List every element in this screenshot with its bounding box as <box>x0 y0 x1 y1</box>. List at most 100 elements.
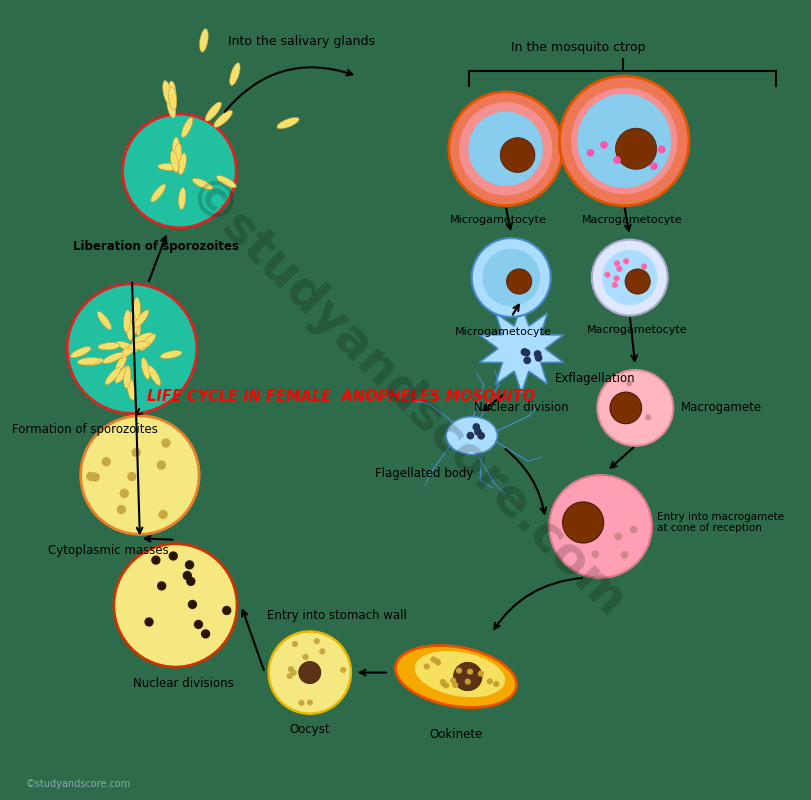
Ellipse shape <box>200 29 208 52</box>
Ellipse shape <box>151 184 165 202</box>
Circle shape <box>469 112 543 186</box>
Circle shape <box>67 284 197 414</box>
Circle shape <box>440 679 445 684</box>
Ellipse shape <box>127 312 135 334</box>
Circle shape <box>91 473 99 481</box>
Circle shape <box>627 381 632 386</box>
Ellipse shape <box>415 651 504 697</box>
Ellipse shape <box>396 646 517 707</box>
Text: LIFE CYCLE IN FEMALE  ANOPHELES MOSQUITO: LIFE CYCLE IN FEMALE ANOPHELES MOSQUITO <box>148 389 535 403</box>
Circle shape <box>621 552 628 558</box>
Text: Macrogametocyte: Macrogametocyte <box>581 215 682 225</box>
Ellipse shape <box>97 311 112 330</box>
Circle shape <box>128 473 135 481</box>
Circle shape <box>102 458 110 466</box>
Circle shape <box>487 679 492 684</box>
Circle shape <box>571 88 677 194</box>
Circle shape <box>320 649 324 654</box>
Circle shape <box>467 433 474 438</box>
Text: Nuclear division: Nuclear division <box>474 401 569 414</box>
Text: Exflagellation: Exflagellation <box>555 372 635 386</box>
Ellipse shape <box>446 417 497 454</box>
Circle shape <box>598 370 673 446</box>
Ellipse shape <box>115 354 127 374</box>
Ellipse shape <box>123 366 131 389</box>
Circle shape <box>615 261 620 266</box>
Text: Liberation of sporozoites: Liberation of sporozoites <box>73 240 238 253</box>
Ellipse shape <box>173 137 179 159</box>
Circle shape <box>157 461 165 469</box>
Circle shape <box>223 606 230 614</box>
Circle shape <box>195 621 203 628</box>
Circle shape <box>187 578 195 586</box>
Circle shape <box>659 146 665 153</box>
Ellipse shape <box>128 342 150 350</box>
Circle shape <box>448 92 563 206</box>
Circle shape <box>289 667 294 671</box>
Circle shape <box>478 671 483 676</box>
Ellipse shape <box>141 358 150 379</box>
Circle shape <box>114 544 237 667</box>
Circle shape <box>145 618 153 626</box>
Circle shape <box>473 424 479 430</box>
Circle shape <box>152 556 160 564</box>
Circle shape <box>118 506 126 514</box>
Circle shape <box>436 660 440 665</box>
Circle shape <box>472 238 551 317</box>
Circle shape <box>424 664 429 669</box>
Circle shape <box>293 642 298 646</box>
Text: Microgametocyte: Microgametocyte <box>449 215 547 225</box>
Circle shape <box>120 490 128 498</box>
Circle shape <box>535 354 542 361</box>
Circle shape <box>483 249 539 306</box>
Ellipse shape <box>132 314 140 335</box>
Ellipse shape <box>167 94 176 118</box>
Circle shape <box>186 561 194 569</box>
Ellipse shape <box>134 310 148 328</box>
Circle shape <box>615 534 621 540</box>
Circle shape <box>630 526 637 533</box>
Ellipse shape <box>158 163 180 170</box>
Ellipse shape <box>82 358 104 366</box>
Ellipse shape <box>205 102 221 121</box>
Text: ©studyandscore.com: ©studyandscore.com <box>25 778 131 789</box>
Ellipse shape <box>71 346 91 358</box>
Circle shape <box>614 276 619 281</box>
Circle shape <box>268 631 351 714</box>
Circle shape <box>441 682 446 686</box>
Circle shape <box>500 138 535 173</box>
Circle shape <box>169 552 178 560</box>
Ellipse shape <box>214 110 233 127</box>
Circle shape <box>563 502 603 543</box>
Circle shape <box>315 638 320 643</box>
Ellipse shape <box>118 345 137 358</box>
Circle shape <box>188 601 196 608</box>
Ellipse shape <box>115 366 130 383</box>
Circle shape <box>453 682 457 687</box>
Text: Into the salivary glands: Into the salivary glands <box>229 35 375 49</box>
Circle shape <box>202 630 209 638</box>
Circle shape <box>122 114 236 228</box>
Circle shape <box>587 150 594 156</box>
Text: In the mosquito ctrop: In the mosquito ctrop <box>511 41 646 54</box>
Ellipse shape <box>123 310 131 332</box>
Text: ©studyandscore.com: ©studyandscore.com <box>175 170 634 630</box>
Ellipse shape <box>161 350 182 358</box>
Ellipse shape <box>169 86 177 110</box>
Ellipse shape <box>132 313 140 334</box>
Circle shape <box>534 351 541 357</box>
Ellipse shape <box>133 298 140 319</box>
Ellipse shape <box>178 153 187 174</box>
Circle shape <box>159 510 167 518</box>
Text: Entry into stomach wall: Entry into stomach wall <box>268 610 407 622</box>
Circle shape <box>616 128 657 170</box>
Circle shape <box>612 282 617 287</box>
Circle shape <box>625 269 650 294</box>
Circle shape <box>299 701 304 706</box>
Circle shape <box>603 250 657 305</box>
Ellipse shape <box>277 118 299 129</box>
Circle shape <box>459 102 552 195</box>
Text: Cytoplasmic masses: Cytoplasmic masses <box>48 544 169 557</box>
Circle shape <box>523 350 530 356</box>
Ellipse shape <box>170 150 178 172</box>
